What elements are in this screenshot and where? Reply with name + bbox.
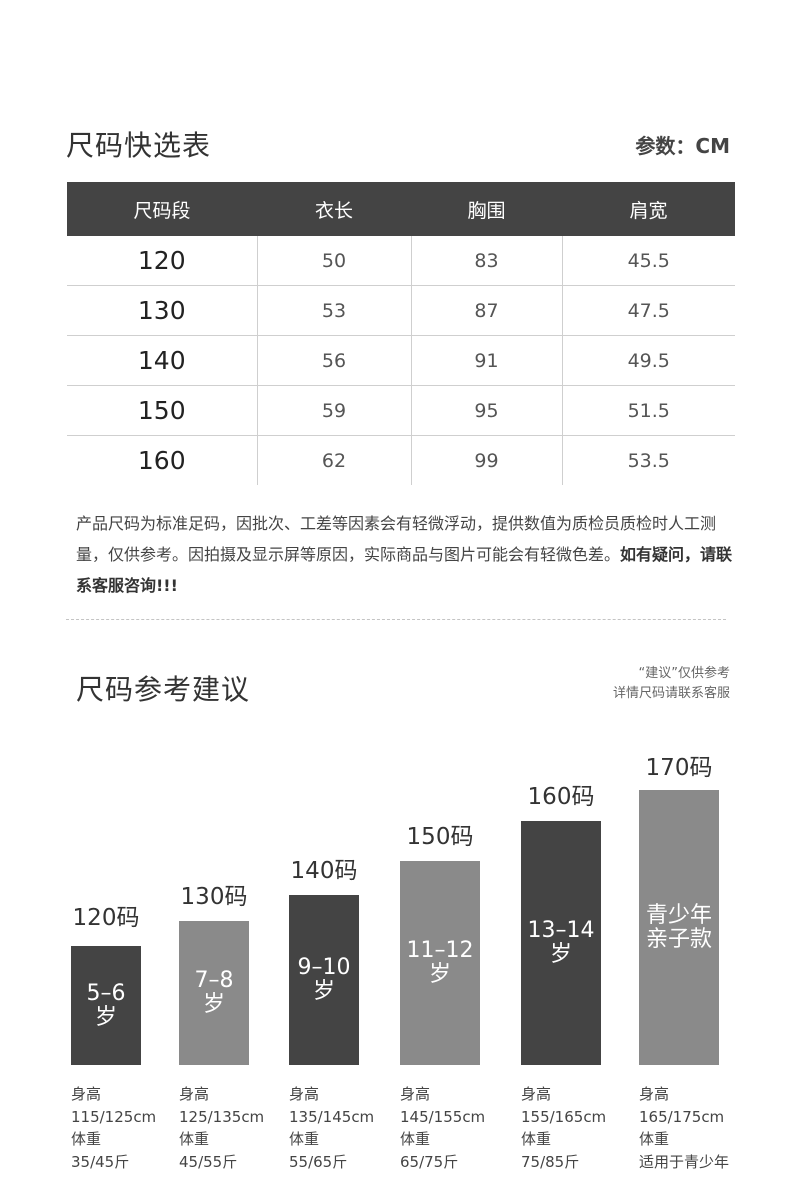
height-value: 115/125cm [71,1107,157,1126]
row-size: 130 [67,285,257,336]
height-value: 155/165cm [521,1107,607,1126]
weight-value: 75/85斤 [521,1152,580,1171]
bar-size-label: 170码 [645,755,713,781]
row-size: 120 [67,236,257,286]
table-row: 140 56 91 49.5 [67,335,735,386]
bar-body-info: 身高 115/125cm 体重 35/45斤 [71,1083,156,1173]
table-row: 150 59 95 51.5 [67,385,735,436]
height-label: 身高 [71,1085,102,1103]
row-chest: 83 [410,236,562,286]
row-shoulder: 49.5 [561,335,735,386]
header-shoulder: 肩宽 [562,182,735,236]
size-bar: 5–6 岁 [71,946,141,1065]
header-size: 尺码段 [67,182,257,236]
bar-body-info: 身高 125/135cm 体重 45/55斤 [179,1083,264,1173]
bar-body-info: 身高 135/145cm 体重 55/65斤 [289,1083,374,1173]
row-length: 56 [256,335,411,386]
height-label: 身高 [400,1085,431,1103]
size-bar: 7–8 岁 [179,921,249,1065]
row-length: 59 [256,385,411,436]
weight-label: 体重 [400,1130,431,1148]
note-text: 产品尺码为标准足码，因批次、工差等因素会有轻微浮动，提供数值为质检员质检时人工测… [76,514,717,564]
bar-age-text: 7–8 岁 [194,968,234,1017]
weight-label: 体重 [639,1130,670,1148]
row-size: 150 [67,385,257,436]
row-length: 53 [256,285,411,336]
weight-value: 65/75斤 [400,1152,459,1171]
weight-value: 适用于青少年 [639,1152,730,1171]
size-bar: 13–14 岁 [521,821,601,1065]
height-label: 身高 [179,1085,210,1103]
bar-age-text: 13–14 岁 [527,918,595,967]
bar-size-label: 140码 [290,858,358,884]
header-chest: 胸围 [411,182,562,236]
row-shoulder: 51.5 [561,385,735,436]
row-size: 140 [67,335,257,386]
table-row: 160 62 99 53.5 [67,435,735,485]
bar-body-info: 身高 145/155cm 体重 65/75斤 [400,1083,485,1173]
size-bar: 11–12 岁 [400,861,480,1065]
row-size: 160 [137,446,186,475]
bar-age-text: 11–12 岁 [406,938,474,987]
row-chest: 87 [410,285,562,336]
height-value: 165/175cm [639,1107,725,1126]
bar-age-text: 青少年 亲子款 [645,902,712,952]
row-shoulder: 45.5 [561,236,735,286]
table-header-row: 尺码段 衣长 胸围 肩宽 [67,182,735,236]
row-length: 62 [256,435,411,485]
height-value: 125/135cm [179,1107,265,1126]
weight-label: 体重 [521,1130,552,1148]
section-divider [66,619,726,620]
header-length: 衣长 [257,182,411,236]
weight-label: 体重 [289,1130,320,1148]
weight-label: 体重 [71,1130,102,1148]
bar-age-text: 9–10 岁 [297,955,351,1004]
row-chest: 95 [410,385,562,436]
table-row: 130 53 87 47.5 [67,285,735,336]
size-note: 产品尺码为标准足码，因批次、工差等因素会有轻微浮动，提供数值为质检员质检时人工测… [76,508,736,601]
bar-size-label: 130码 [180,884,248,910]
row-chest: 99 [410,435,562,485]
bar-age-text: 5–6 岁 [86,980,126,1030]
height-label: 身高 [521,1085,552,1103]
bar-size-label: 160码 [527,784,595,810]
bar-body-info: 身高 165/175cm 体重适用于青少年 [639,1083,729,1173]
weight-value: 35/45斤 [71,1152,130,1171]
unit-label: 参数：CM [635,134,730,158]
weight-label: 体重 [179,1130,210,1148]
weight-value: 55/65斤 [289,1152,348,1171]
size-bar: 9–10 岁 [289,895,359,1065]
weight-value: 45/55斤 [179,1152,238,1171]
advice-line-2: 详情尺码请联系客服 [612,686,730,701]
height-value: 135/145cm [289,1107,375,1126]
row-shoulder: 47.5 [561,285,735,336]
reference-title: 尺码参考建议 [76,673,251,706]
bar-body-info: 身高 155/165cm 体重 75/85斤 [521,1083,606,1173]
row-chest: 91 [410,335,562,386]
size-bar: 青少年 亲子款 [639,790,719,1065]
bar-size-label: 120码 [72,905,140,931]
height-label: 身高 [289,1085,320,1103]
row-shoulder: 53.5 [561,435,735,485]
height-label: 身高 [639,1085,670,1103]
size-table-title: 尺码快选表 [66,129,212,162]
advice-line-1: “建议”仅供参考 [638,666,730,681]
note-bold-text: 如有疑问，请联系客服咨询!!! [76,545,733,595]
size-table: 尺码段 衣长 胸围 肩宽 120 50 83 45.5 130 53 87 47… [67,182,735,485]
table-row: 120 50 83 45.5 [67,236,735,286]
height-value: 145/155cm [400,1107,486,1126]
advice-note: “建议”仅供参考 详情尺码请联系客服 [613,664,730,704]
bar-size-label: 150码 [406,824,474,850]
row-length: 50 [256,236,411,286]
